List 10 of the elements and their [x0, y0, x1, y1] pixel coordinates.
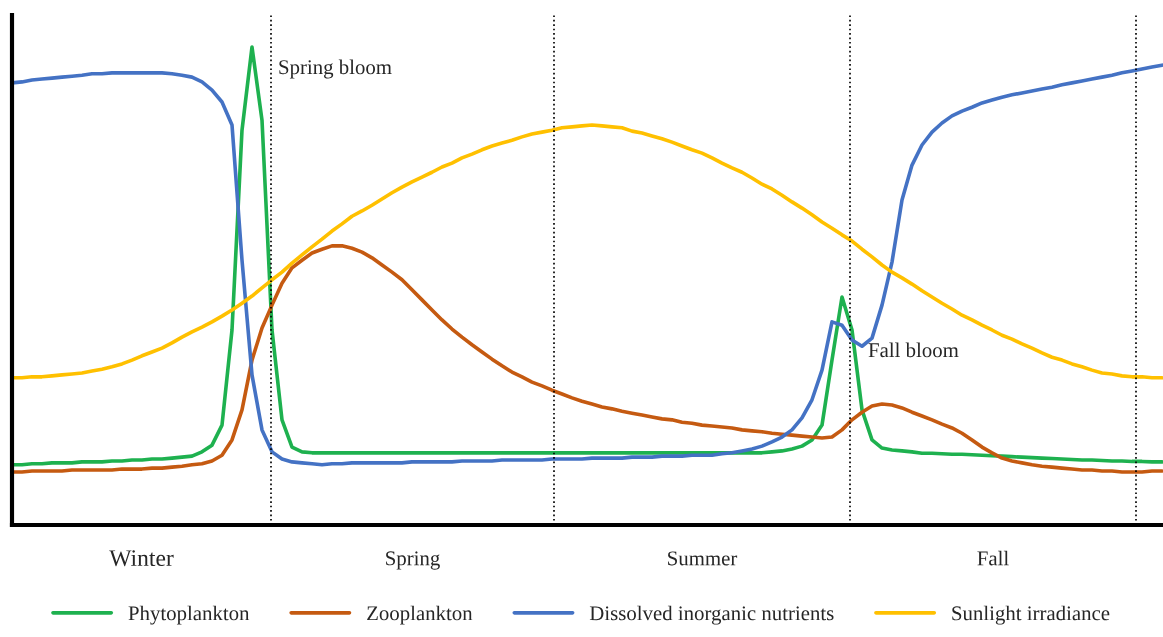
annotation: Spring bloom: [279, 59, 392, 79]
legend-label: Zooplankton: [367, 605, 473, 625]
text: Spring: [386, 551, 440, 570]
text: Winter: [109, 550, 174, 567]
text: Summer: [668, 551, 738, 566]
legend-label: Phytoplankton: [128, 605, 250, 625]
legend-label: Dissolved inorganic nutrients: [589, 605, 834, 625]
text: Fall: [977, 550, 1009, 566]
annotation: Fall bloom: [868, 342, 959, 358]
legend-label: Sunlight irradiance: [952, 605, 1110, 625]
